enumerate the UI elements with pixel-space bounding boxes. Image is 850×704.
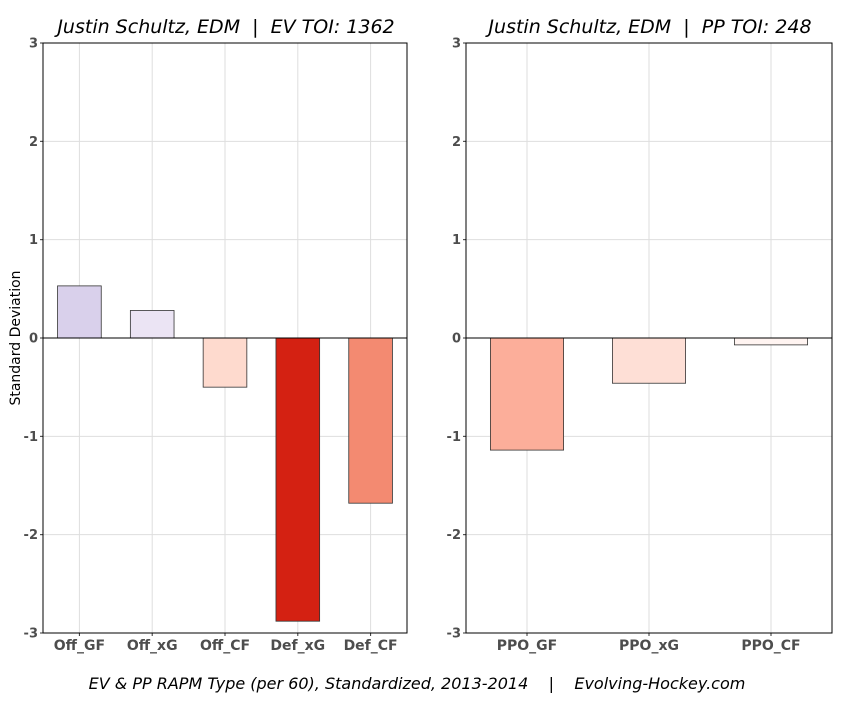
x-tick-label: Def_CF [344, 638, 398, 654]
y-tick-label: 3 [452, 37, 461, 52]
plot-border [465, 42, 833, 634]
bar-ppo-cf [734, 337, 809, 346]
figure-caption: EV & PP RAPM Type (per 60), Standardized… [89, 674, 746, 693]
y-axis-title: Standard Deviation [8, 270, 24, 405]
y-tick-label: 1 [29, 233, 38, 248]
bar-off-gf [57, 285, 102, 339]
y-tick-label: -3 [447, 627, 461, 642]
bar-def-xg [275, 337, 321, 622]
y-tick-label: 3 [29, 37, 38, 52]
y-tick-label: 0 [452, 332, 461, 347]
y-tick-label: -1 [24, 430, 38, 445]
bar-off-xg [129, 310, 175, 339]
bar-def-cf [348, 337, 393, 504]
chart-title: Justin Schultz, EDM | EV TOI: 1362 [53, 16, 394, 38]
y-tick-label: 2 [29, 135, 38, 150]
x-tick-label: Off_GF [54, 638, 105, 654]
x-tick-label: Off_xG [127, 638, 178, 654]
y-tick-label: 0 [29, 332, 38, 347]
plot-border [42, 42, 408, 634]
y-tick-label: 2 [452, 135, 461, 150]
x-tick-label: Off_CF [200, 638, 250, 654]
x-tick-label: PPO_xG [619, 638, 679, 654]
x-tick-label: PPO_GF [497, 638, 557, 654]
x-tick-label: PPO_CF [741, 638, 800, 654]
y-tick-label: -1 [447, 430, 461, 445]
y-tick-label: -2 [24, 528, 38, 543]
x-tick-label: Def_xG [270, 638, 325, 654]
bar-ppo-gf [489, 337, 564, 451]
chart-title: Justin Schultz, EDM | PP TOI: 248 [484, 16, 811, 38]
y-tick-label: -2 [447, 528, 461, 543]
y-tick-label: 1 [452, 233, 461, 248]
bar-ppo-xg [612, 337, 687, 384]
y-tick-label: -3 [24, 627, 38, 642]
bar-off-cf [202, 337, 248, 388]
